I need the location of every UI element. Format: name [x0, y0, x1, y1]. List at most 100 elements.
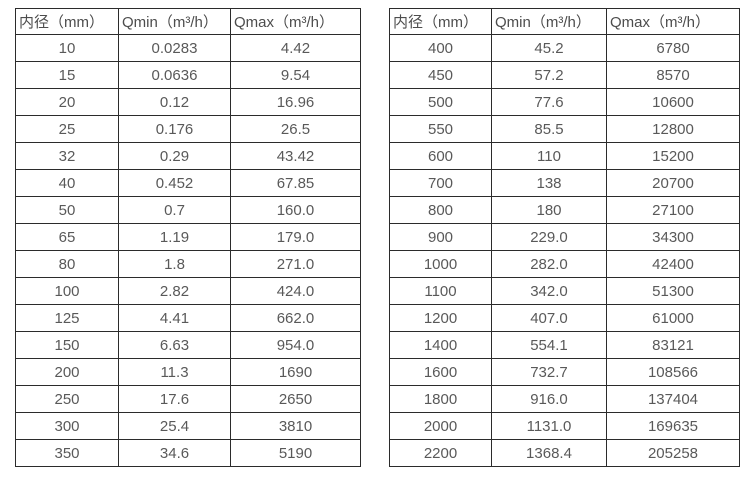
table-row: 25 0.176 26.5 [15, 115, 361, 143]
cell-qmax: 10600 [606, 88, 740, 116]
table-row: 32 0.29 43.42 [15, 142, 361, 170]
cell-qmax: 42400 [606, 250, 740, 278]
cell-diameter: 32 [15, 142, 119, 170]
cell-qmin: 407.0 [491, 304, 607, 332]
cell-qmin: 0.452 [118, 169, 231, 197]
table-row: 500 77.6 10600 [389, 88, 740, 116]
cell-qmin: 2.82 [118, 277, 231, 305]
cell-diameter: 100 [15, 277, 119, 305]
cell-qmax: 12800 [606, 115, 740, 143]
table-row: 40 0.452 67.85 [15, 169, 361, 197]
cell-qmin: 45.2 [491, 34, 607, 62]
cell-qmax: 51300 [606, 277, 740, 305]
table-row: 550 85.5 12800 [389, 115, 740, 143]
cell-qmin: 4.41 [118, 304, 231, 332]
header-qmin: Qmin（m³/h） [491, 8, 607, 35]
cell-qmax: 5190 [230, 439, 361, 467]
cell-qmax: 83121 [606, 331, 740, 359]
cell-qmax: 61000 [606, 304, 740, 332]
cell-diameter: 350 [15, 439, 119, 467]
table-row: 250 17.6 2650 [15, 385, 361, 413]
cell-diameter: 1000 [389, 250, 492, 278]
cell-qmin: 77.6 [491, 88, 607, 116]
table-row: 700 138 20700 [389, 169, 740, 197]
table-row: 1400 554.1 83121 [389, 331, 740, 359]
cell-diameter: 80 [15, 250, 119, 278]
cell-diameter: 200 [15, 358, 119, 386]
cell-qmax: 26.5 [230, 115, 361, 143]
cell-diameter: 1100 [389, 277, 492, 305]
cell-diameter: 1400 [389, 331, 492, 359]
cell-qmin: 1.8 [118, 250, 231, 278]
cell-qmin: 110 [491, 142, 607, 170]
cell-diameter: 700 [389, 169, 492, 197]
cell-qmax: 108566 [606, 358, 740, 386]
cell-diameter: 400 [389, 34, 492, 62]
cell-diameter: 20 [15, 88, 119, 116]
cell-qmax: 205258 [606, 439, 740, 467]
cell-qmax: 271.0 [230, 250, 361, 278]
table-row: 600 110 15200 [389, 142, 740, 170]
cell-qmax: 3810 [230, 412, 361, 440]
table-row: 350 34.6 5190 [15, 439, 361, 467]
cell-qmax: 137404 [606, 385, 740, 413]
cell-qmax: 4.42 [230, 34, 361, 62]
cell-qmin: 0.0636 [118, 61, 231, 89]
cell-qmin: 0.0283 [118, 34, 231, 62]
cell-qmax: 27100 [606, 196, 740, 224]
cell-qmin: 229.0 [491, 223, 607, 251]
cell-diameter: 550 [389, 115, 492, 143]
cell-qmin: 0.7 [118, 196, 231, 224]
cell-qmax: 43.42 [230, 142, 361, 170]
cell-qmin: 11.3 [118, 358, 231, 386]
cell-diameter: 300 [15, 412, 119, 440]
header-qmin: Qmin（m³/h） [118, 8, 231, 35]
table-row: 1200 407.0 61000 [389, 304, 740, 332]
cell-diameter: 65 [15, 223, 119, 251]
table-row: 65 1.19 179.0 [15, 223, 361, 251]
cell-qmax: 8570 [606, 61, 740, 89]
cell-diameter: 250 [15, 385, 119, 413]
cell-qmax: 169635 [606, 412, 740, 440]
cell-qmin: 554.1 [491, 331, 607, 359]
cell-diameter: 1200 [389, 304, 492, 332]
cell-qmax: 15200 [606, 142, 740, 170]
cell-diameter: 2200 [389, 439, 492, 467]
table-row: 1000 282.0 42400 [389, 250, 740, 278]
cell-qmin: 282.0 [491, 250, 607, 278]
cell-qmin: 17.6 [118, 385, 231, 413]
cell-qmax: 6780 [606, 34, 740, 62]
table-header-row: 内径（mm） Qmin（m³/h） Qmax（m³/h） [389, 8, 740, 35]
cell-qmin: 916.0 [491, 385, 607, 413]
cell-qmin: 138 [491, 169, 607, 197]
header-qmax: Qmax（m³/h） [230, 8, 361, 35]
cell-qmax: 954.0 [230, 331, 361, 359]
cell-qmin: 34.6 [118, 439, 231, 467]
table-row: 50 0.7 160.0 [15, 196, 361, 224]
table-row: 20 0.12 16.96 [15, 88, 361, 116]
cell-qmax: 662.0 [230, 304, 361, 332]
cell-qmax: 160.0 [230, 196, 361, 224]
cell-qmin: 6.63 [118, 331, 231, 359]
cell-diameter: 450 [389, 61, 492, 89]
table-row: 15 0.0636 9.54 [15, 61, 361, 89]
cell-qmin: 1.19 [118, 223, 231, 251]
tables-wrap: 内径（mm） Qmin（m³/h） Qmax（m³/h） 10 0.0283 4.4… [15, 8, 740, 467]
table-row: 100 2.82 424.0 [15, 277, 361, 305]
cell-diameter: 15 [15, 61, 119, 89]
cell-qmax: 179.0 [230, 223, 361, 251]
cell-diameter: 800 [389, 196, 492, 224]
cell-qmin: 0.29 [118, 142, 231, 170]
flow-table-large-diameters: 内径（mm） Qmin（m³/h） Qmax（m³/h） 400 45.2 6780… [389, 8, 740, 467]
cell-diameter: 150 [15, 331, 119, 359]
table-row: 200 11.3 1690 [15, 358, 361, 386]
table-header-row: 内径（mm） Qmin（m³/h） Qmax（m³/h） [15, 8, 361, 35]
cell-diameter: 900 [389, 223, 492, 251]
cell-diameter: 600 [389, 142, 492, 170]
cell-diameter: 50 [15, 196, 119, 224]
table-row: 2200 1368.4 205258 [389, 439, 740, 467]
cell-diameter: 500 [389, 88, 492, 116]
cell-diameter: 40 [15, 169, 119, 197]
cell-qmax: 9.54 [230, 61, 361, 89]
